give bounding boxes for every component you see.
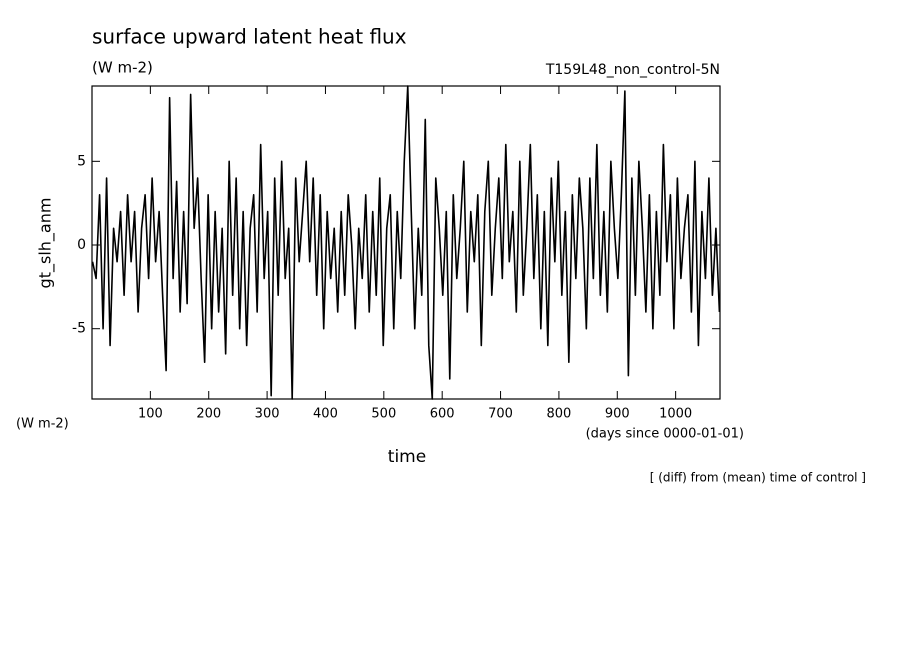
x-tick-label: 400 (313, 407, 338, 422)
x-tick-label: 900 (605, 407, 630, 422)
x-tick-label: 1000 (659, 407, 692, 422)
chart-title: surface upward latent heat flux (92, 25, 407, 49)
x-tick-label: 600 (430, 407, 455, 422)
x-tick-label: 100 (138, 407, 163, 422)
y-tick-label: 5 (77, 153, 86, 169)
x-tick-label: 300 (255, 407, 280, 422)
plot-frame (91, 85, 721, 400)
data-line (91, 85, 721, 400)
x-tick-label: 500 (371, 407, 396, 422)
x-tick-label: 200 (196, 407, 221, 422)
y-tick-label: 0 (77, 237, 86, 253)
y-unit: (W m-2) (16, 417, 69, 432)
y-tick-label: -5 (72, 321, 86, 337)
annotation: T159L48_non_control-5N (545, 62, 720, 78)
subtitle: (W m-2) (92, 59, 153, 77)
x-unit: (days since 0000-01-01) (586, 427, 744, 442)
x-tick-label: 800 (547, 407, 572, 422)
y-axis-label: gt_slh_anm (36, 198, 56, 289)
x-tick-label: 700 (488, 407, 513, 422)
note: [ (diff) from (mean) time of control ] (650, 471, 866, 485)
x-axis-label: time (388, 447, 426, 467)
